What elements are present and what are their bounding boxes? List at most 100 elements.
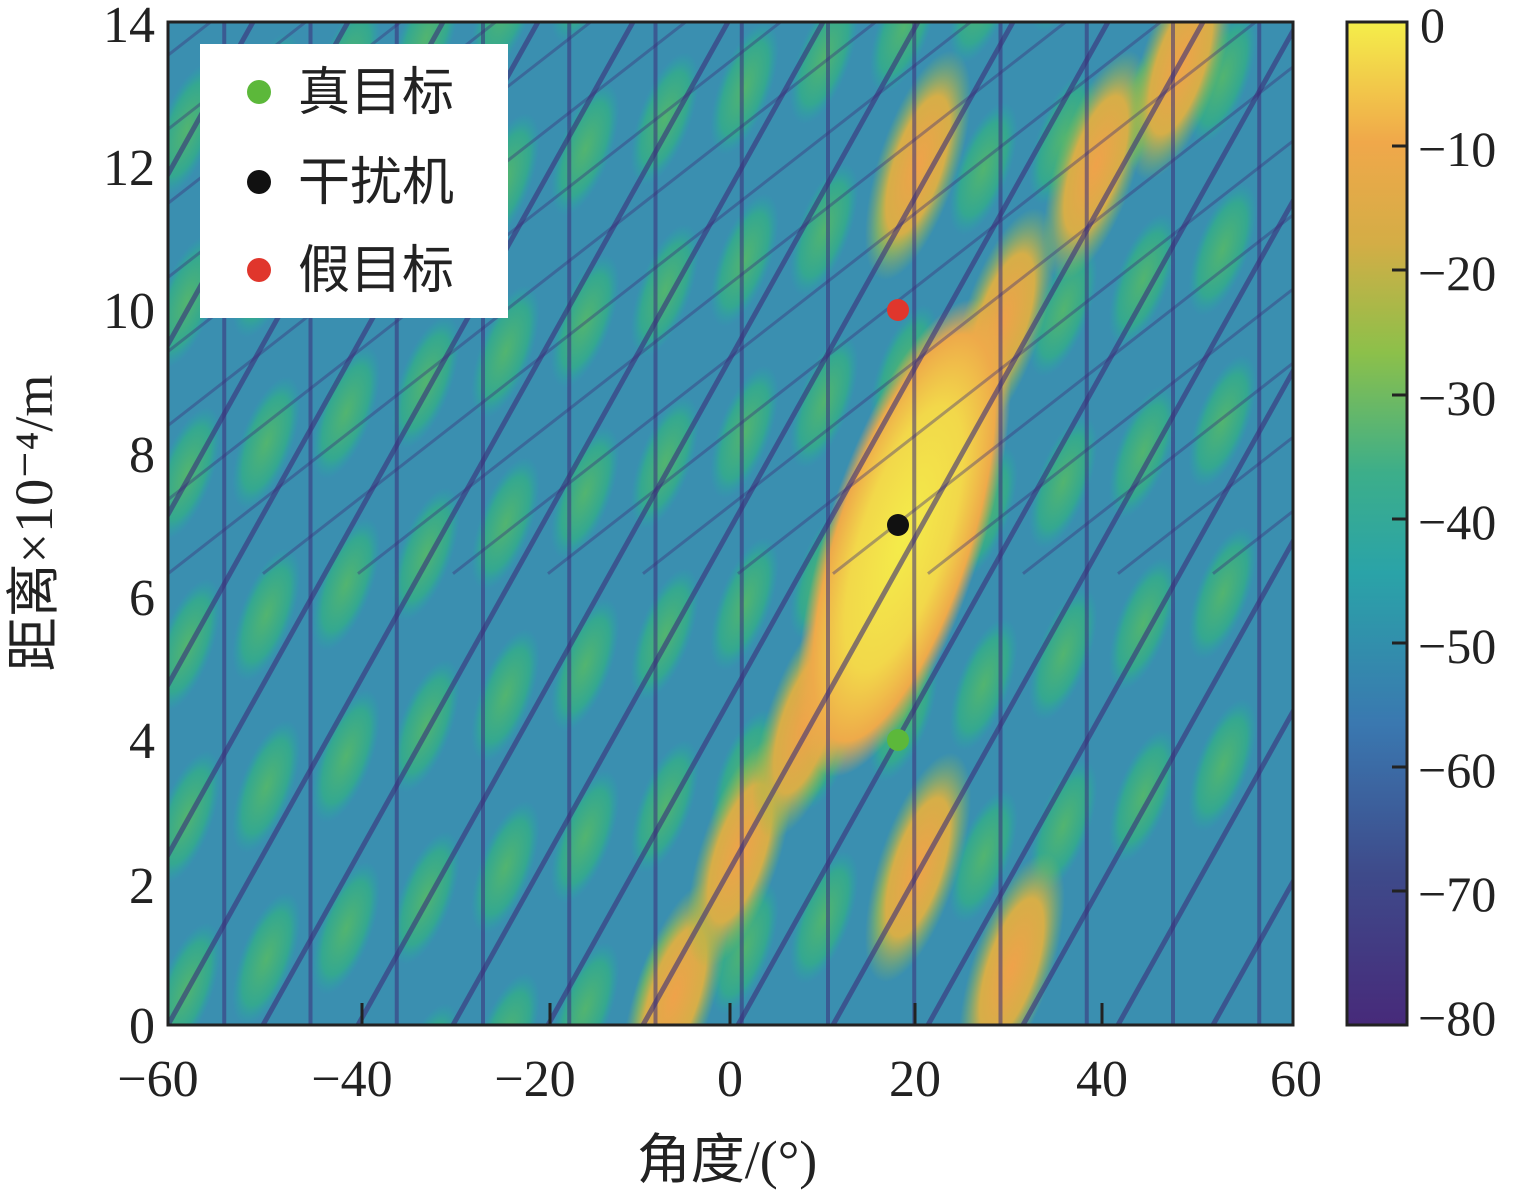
heatmap-null-line [1498,0,1523,574]
x-tick-label: −20 [494,1051,575,1108]
heatmap-lobe [958,852,1065,1025]
colorbar-tick-label: −10 [1418,121,1496,177]
y-tick-label: 12 [103,140,155,197]
heatmap-null-line [262,22,974,575]
heatmap-lobe [864,50,972,281]
heatmap-lobe [471,457,540,590]
heatmap-lobe [232,548,301,682]
heatmap-lobe [311,346,381,479]
heatmap-lobe [1108,213,1178,347]
y-tick-label: 6 [129,570,155,627]
legend-label-jammer: 干扰机 [298,155,454,212]
heatmap-lobe [630,224,700,358]
data-points [887,299,909,751]
y-tick-label: 8 [129,427,155,484]
point-false-target [887,299,909,321]
y-tick-label: 2 [129,858,155,915]
heatmap-null-line [260,22,826,1025]
point-true-target [887,729,909,751]
heatmap-lobe [311,518,381,651]
heatmap-null-line [1020,536,1293,1025]
heatmap-null-line [1498,22,1523,1025]
heatmap-null-line [927,287,1293,575]
heatmap-null-line [830,195,1293,1025]
heatmap-lobe [1188,698,1257,832]
heatmap-null-line [1022,361,1293,575]
heatmap-lobe [232,892,301,1025]
heatmap-lobe [1188,526,1257,660]
heatmap-lobe [391,487,461,621]
heatmap-lobe [710,537,779,671]
heatmap-null-line [168,22,784,502]
heatmap-lobe [790,335,859,469]
heatmap-lobe [710,881,779,1015]
heatmap-lobe [471,629,540,762]
y-axis-label: 距离×10⁻⁴/m [4,375,64,672]
heatmap-lobe [790,22,859,125]
colorbar: 0 −10 −20 −30 −40 −50 −60 −70 −80 [1345,0,1496,1046]
heatmap-null-line [1117,435,1293,575]
x-tick-label: 0 [717,1051,743,1108]
heatmap-lobe [1188,355,1257,488]
heatmap-lobe [617,0,714,21]
heatmap-lobe [710,365,779,499]
y-axis: 0 2 4 6 8 10 12 14 距离×10⁻⁴/m [4,0,155,1055]
y-tick-label: 0 [129,998,155,1055]
heatmap-lobe [869,22,939,94]
heatmap-lobe [311,689,381,823]
heatmap-lobe [1029,415,1098,549]
x-tick-label: 20 [889,1051,941,1108]
heatmap-null-line [640,22,1206,1025]
heatmap-lobe [630,396,700,529]
y-tick-label: 14 [103,0,155,54]
colorbar-tick-label: −20 [1418,245,1496,301]
heatmap-null-line [925,366,1293,1025]
heatmap-lobe [1188,183,1257,316]
heatmap-lobe [311,861,381,995]
legend-marker-true-target [247,80,271,104]
heatmap-null-line [168,22,636,860]
colorbar-tick-label: −50 [1418,618,1496,674]
heatmap-lobe [630,740,700,873]
heatmap-lobe [471,285,540,418]
heatmap-lobe [1029,243,1098,377]
heatmap-lobe [630,568,700,701]
heatmap-lobe [218,1056,315,1195]
heatmap-null-line [547,22,1259,575]
heatmap-null-line [450,22,1016,1025]
heatmap-lobe [790,851,859,984]
heatmap-null-line [642,65,1293,575]
x-tick-label: −60 [117,1051,198,1108]
heatmap-lobe [630,52,700,186]
legend-marker-jammer [247,170,271,194]
heatmap-null-line [737,139,1293,575]
legend-label-false-target: 假目标 [298,243,454,300]
x-tick-label: 60 [1270,1051,1322,1108]
colorbar-tick-label: −60 [1418,742,1496,798]
colorbar-tick-label: 0 [1420,0,1445,53]
heatmap-null-line [168,22,879,575]
heatmap-lobe [790,163,859,297]
legend: 真目标 干扰机 假目标 [200,44,508,318]
point-jammer [887,514,909,536]
y-tick-label: 10 [103,283,155,340]
heatmap-lobe [949,22,1018,64]
heatmap-lobe [710,22,779,155]
colorbar-tick-label: −30 [1418,370,1496,426]
heatmap-lobe [218,0,315,2]
x-tick-label: 40 [1076,1051,1128,1108]
heatmap-lobe [710,193,779,327]
heatmap-lobe [1108,557,1178,691]
colorbar-tick-label: −40 [1418,494,1496,550]
heatmap-lobe [1108,385,1178,519]
heatmap-null-line [832,213,1293,575]
heatmap-lobe [391,315,461,449]
heatmap-null-line [357,22,1069,575]
heatmap-null-line [1115,706,1293,1025]
legend-label-true-target: 真目标 [298,65,454,122]
x-axis-label: 角度/(°) [637,1130,818,1190]
x-tick-label: −40 [311,1051,392,1108]
heatmap-lobe [471,972,540,1025]
